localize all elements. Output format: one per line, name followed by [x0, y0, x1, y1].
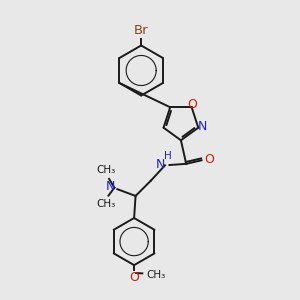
Text: O: O [129, 271, 139, 284]
Text: H: H [164, 151, 172, 161]
Text: O: O [188, 98, 197, 111]
Text: O: O [204, 153, 214, 166]
Text: CH₃: CH₃ [96, 200, 115, 209]
Text: CH₃: CH₃ [147, 269, 166, 280]
Text: N: N [106, 180, 115, 193]
Text: N: N [156, 158, 165, 171]
Text: Br: Br [134, 24, 148, 37]
Text: N: N [198, 120, 207, 133]
Text: CH₃: CH₃ [97, 165, 116, 175]
